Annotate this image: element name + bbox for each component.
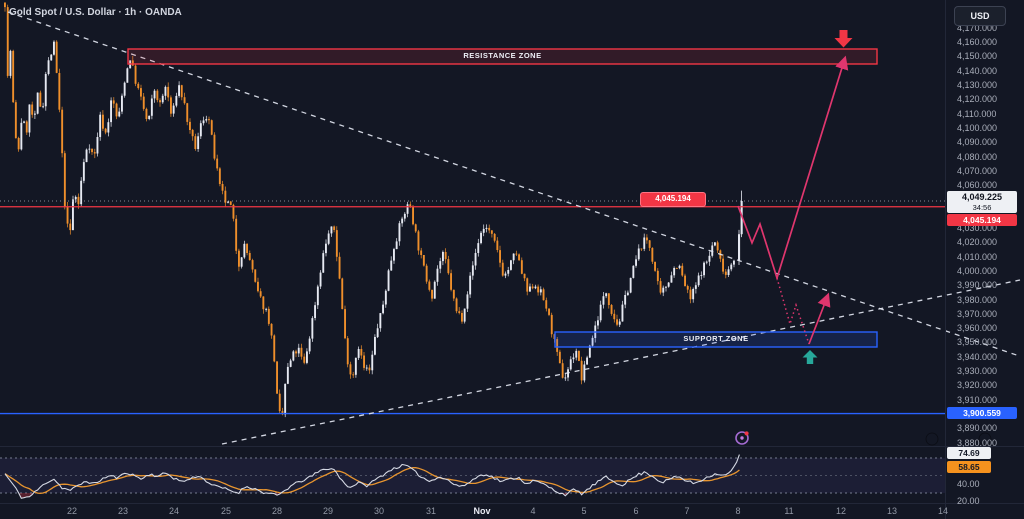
price-tick-label: 4,060.000 (957, 180, 998, 191)
time-tick-label: 12 (835, 506, 847, 516)
time-tick-label: 24 (168, 506, 180, 516)
price-tick-label: 3,890.000 (957, 423, 998, 434)
price-tick-label: 4,100.000 (957, 122, 998, 133)
price-tick-label: 4,070.000 (957, 165, 998, 176)
price-tick-label: 3,960.000 (957, 323, 998, 334)
current-price-value: 4,049.225 (961, 192, 1003, 202)
price-tick-label: 3,980.000 (957, 294, 998, 305)
time-tick-label: 14 (937, 506, 949, 516)
us-flag-event-icon[interactable] (978, 432, 992, 446)
price-tick-label: 4,140.000 (957, 65, 998, 76)
resistance-zone-rect[interactable] (127, 48, 878, 65)
alert-price-axis-label: 4,045.194 (947, 214, 1017, 226)
trendline-descending-resistance[interactable] (7, 11, 1021, 357)
price-tick-label: 4,020.000 (957, 237, 998, 248)
time-tick-label: 7 (684, 506, 690, 516)
buy-up-arrow-icon[interactable] (802, 350, 818, 364)
price-tick-label: 4,160.000 (957, 37, 998, 48)
time-tick-label: Nov (473, 506, 491, 516)
time-tick-label: 29 (322, 506, 334, 516)
time-tick-label: 6 (633, 506, 639, 516)
price-tick-label: 3,940.000 (957, 351, 998, 362)
price-tick-label: 4,120.000 (957, 94, 998, 105)
rsi-tick-label: 20.00 (957, 496, 980, 507)
projection-zigzag-path[interactable] (737, 55, 849, 281)
price-tick-label: 4,090.000 (957, 137, 998, 148)
alert-line-chart-label[interactable]: 4,045.194 (640, 192, 706, 207)
rsi-ma-value-label: 58.65 (947, 461, 991, 473)
price-tick-label: 4,080.000 (957, 151, 998, 162)
target-icon[interactable] (735, 431, 749, 445)
currency-toggle-button[interactable]: USD (954, 6, 1006, 26)
candlestick-series (4, 2, 743, 418)
price-tick-label: 3,880.000 (957, 437, 998, 448)
support-zone-rect[interactable] (554, 331, 878, 348)
time-tick-label: 25 (220, 506, 232, 516)
time-tick-label: 5 (581, 506, 587, 516)
bounce-arrow[interactable] (808, 292, 831, 345)
rsi-tick-label: 40.00 (957, 478, 980, 489)
price-tick-label: 3,920.000 (957, 380, 998, 391)
us-flag-event-icon[interactable] (925, 432, 939, 446)
rsi-line (4, 454, 740, 499)
support-zone-label: SUPPORT ZONE (683, 334, 749, 343)
time-tick-label: 22 (66, 506, 78, 516)
rsi-value-label: 74.69 (947, 447, 991, 459)
support-line-axis-label: 3,900.559 (947, 407, 1017, 419)
time-tick-label: 31 (425, 506, 437, 516)
time-tick-label: 4 (530, 506, 536, 516)
time-tick-label: 11 (784, 506, 794, 516)
rsi-pane (0, 454, 945, 499)
current-price-label: 4,049.225 34:56 (947, 191, 1017, 213)
time-tick-label: 8 (735, 506, 741, 516)
price-tick-label: 3,930.000 (957, 366, 998, 376)
rsi-ma-line (4, 467, 740, 495)
resistance-zone-label: RESISTANCE ZONE (463, 51, 542, 60)
price-tick-label: 4,030.000 (957, 223, 998, 233)
price-tick-label: 4,150.000 (957, 51, 998, 62)
time-tick-label: 30 (373, 506, 385, 516)
time-tick-label: 13 (886, 506, 898, 516)
price-tick-label: 4,170.000 (957, 22, 998, 33)
price-tick-label: 4,000.000 (957, 265, 998, 276)
price-tick-label: 4,010.000 (957, 251, 998, 262)
price-tick-label: 3,990.000 (957, 280, 998, 291)
time-tick-label: 28 (271, 506, 283, 516)
time-tick-label: 23 (117, 506, 129, 516)
symbol-title[interactable]: Gold Spot / U.S. Dollar · 1h · OANDA (9, 7, 182, 18)
projection-dotted-path[interactable] (776, 277, 810, 345)
bar-countdown: 34:56 (972, 203, 992, 212)
price-tick-label: 3,970.000 (957, 308, 998, 319)
sell-down-arrow-icon[interactable] (834, 30, 853, 48)
price-tick-label: 4,110.000 (957, 108, 997, 119)
price-tick-label: 3,950.000 (957, 337, 998, 348)
price-tick-label: 3,910.000 (957, 394, 998, 405)
price-tick-label: 4,130.000 (957, 80, 998, 90)
